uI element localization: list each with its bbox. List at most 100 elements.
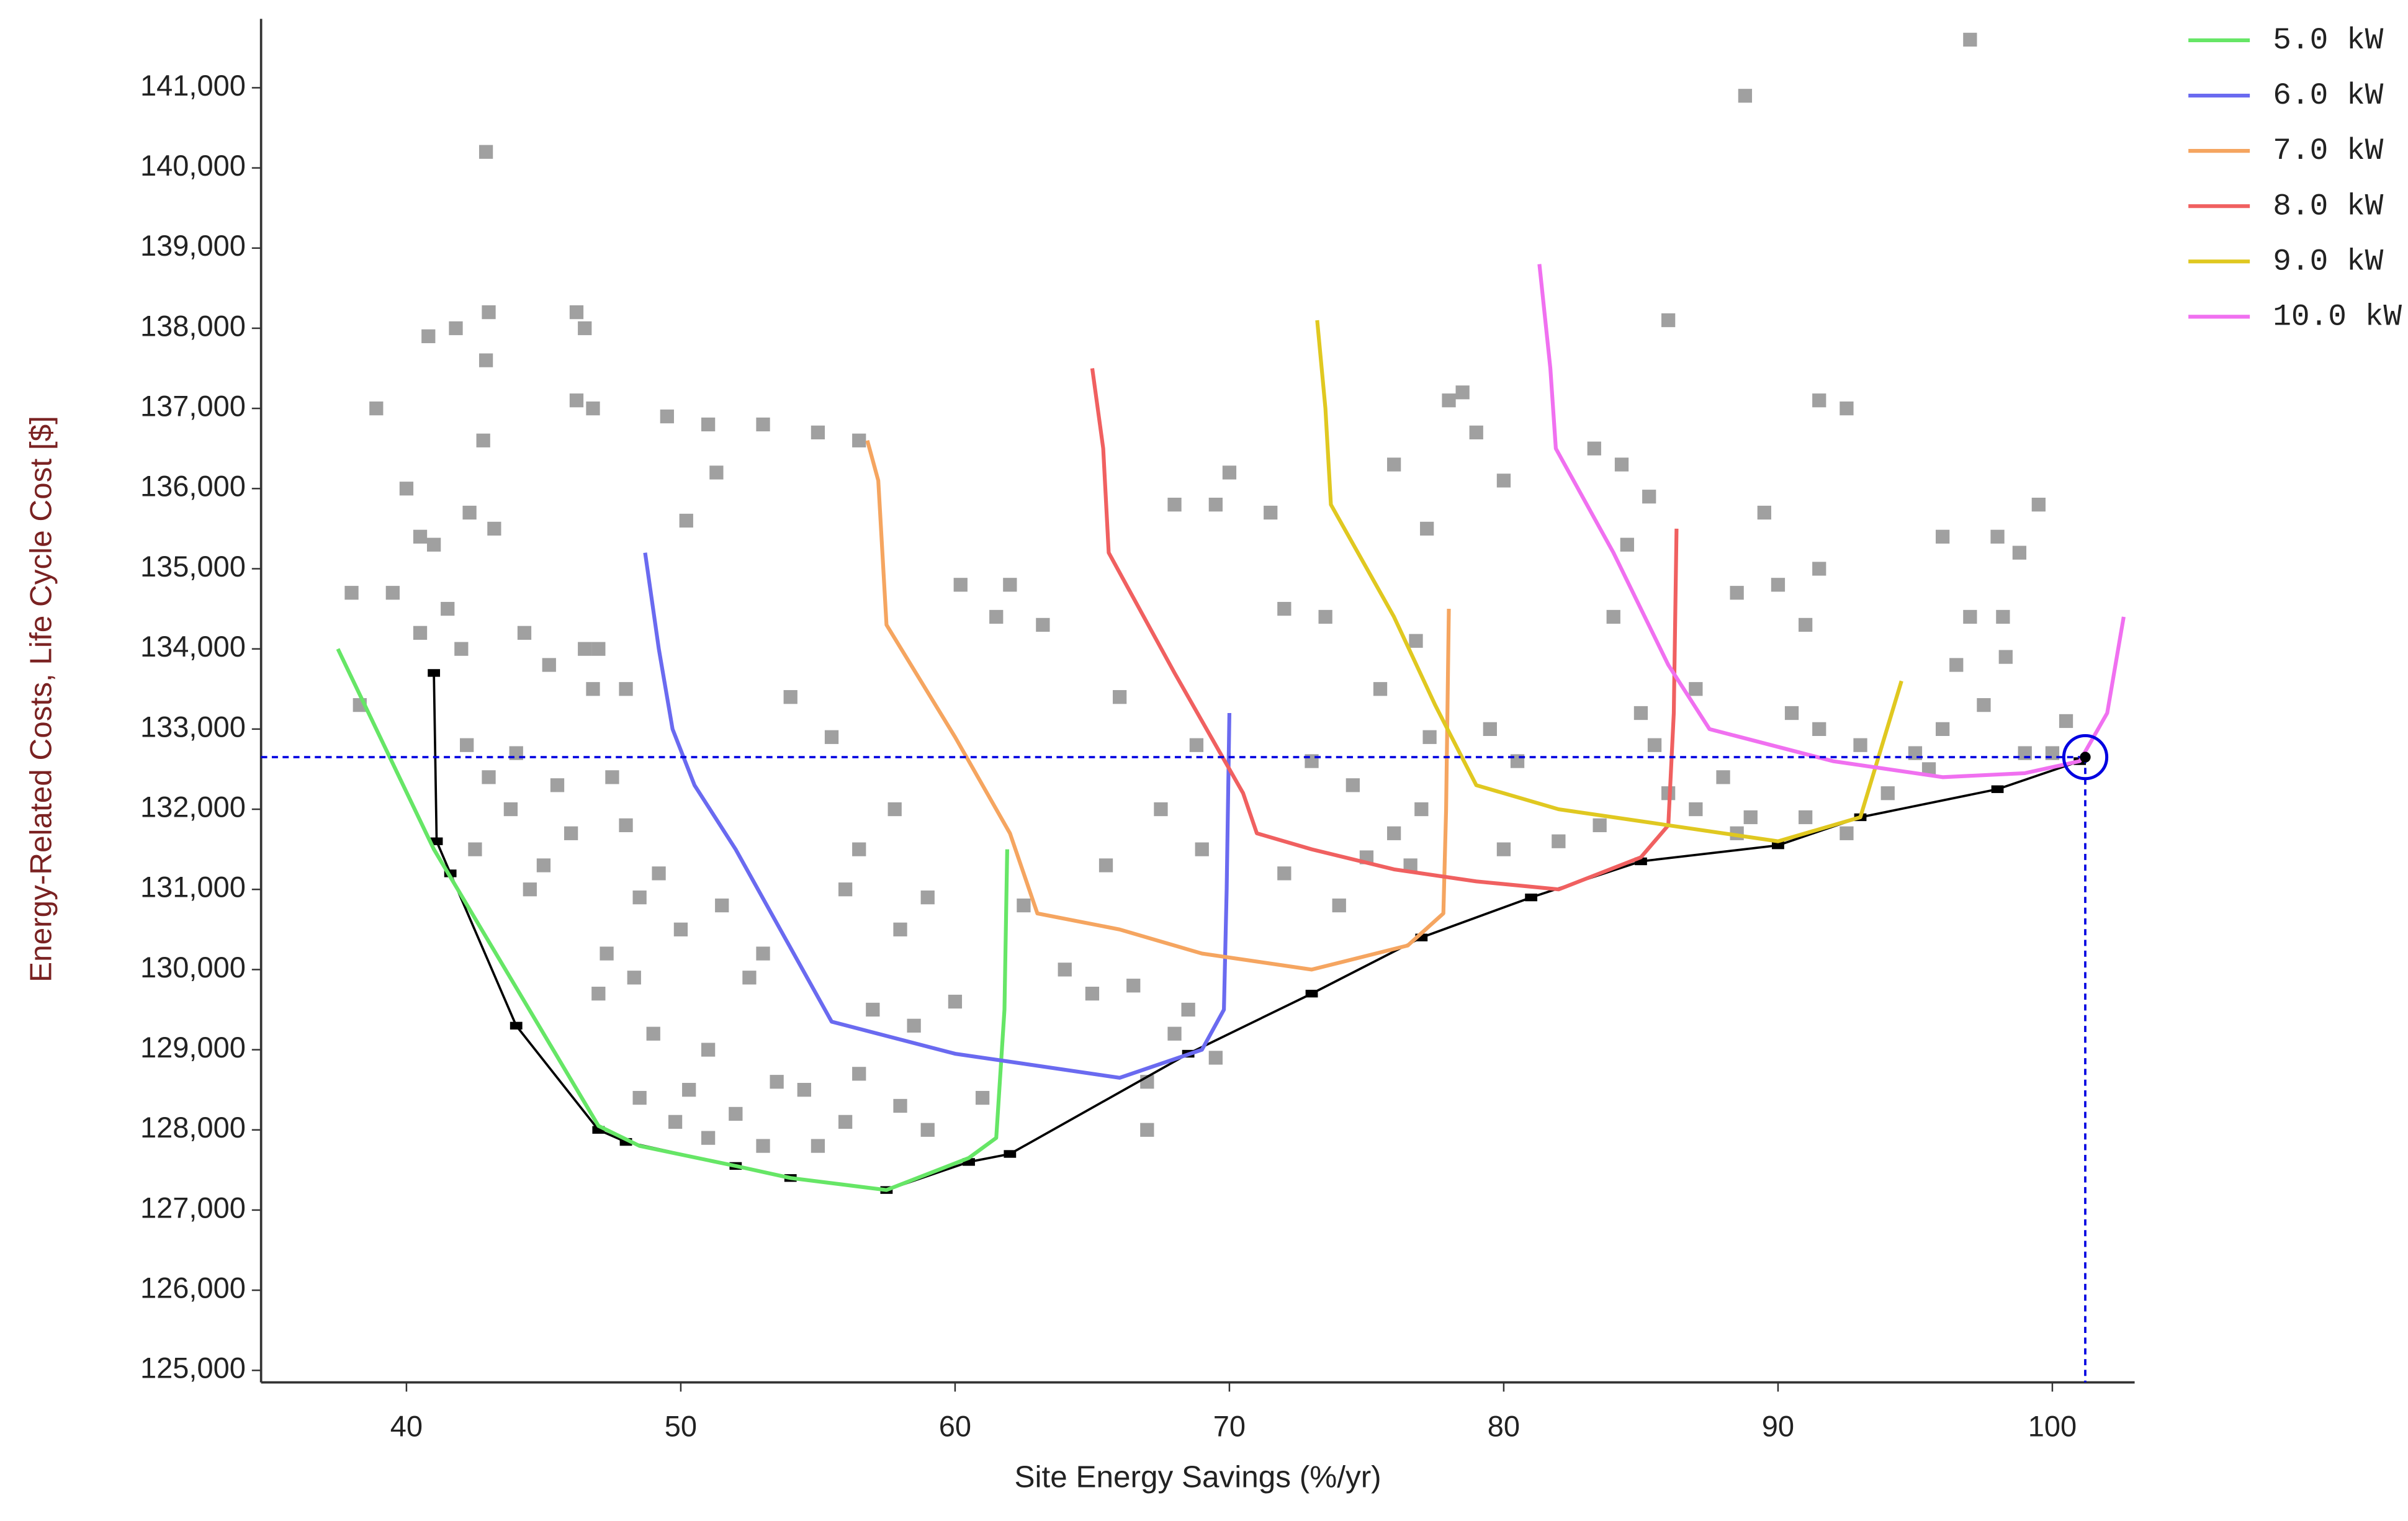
design-point — [1784, 706, 1799, 720]
design-point — [1716, 770, 1730, 784]
legend-label: 6.0 kW — [2273, 78, 2383, 113]
design-point — [1277, 866, 1292, 881]
x-axis-title: Site Energy Savings (%/yr) — [1015, 1460, 1381, 1494]
design-point — [948, 994, 963, 1009]
design-point — [729, 1106, 743, 1121]
y-tick-label: 139,000 — [140, 229, 246, 262]
y-tick-label: 125,000 — [140, 1352, 246, 1384]
design-point — [1442, 393, 1456, 408]
design-point — [600, 946, 614, 961]
legend-label: 5.0 kW — [2273, 23, 2383, 58]
design-point — [1346, 778, 1360, 792]
design-point — [578, 321, 592, 336]
design-point — [893, 922, 907, 936]
design-point — [1455, 385, 1470, 400]
design-point — [1593, 818, 1607, 833]
design-point — [564, 826, 578, 840]
design-point — [591, 642, 606, 656]
design-point — [1318, 609, 1332, 624]
design-point — [1409, 634, 1423, 648]
design-point — [421, 329, 436, 344]
y-tick-label: 135,000 — [140, 550, 246, 583]
design-point — [1332, 898, 1346, 913]
design-point — [920, 1123, 935, 1137]
x-tick-label: 90 — [1762, 1409, 1794, 1442]
design-point — [1208, 1051, 1223, 1065]
design-point — [632, 1090, 647, 1105]
design-point — [660, 409, 674, 424]
design-point — [783, 690, 797, 704]
design-point — [413, 626, 428, 640]
design-point — [1977, 698, 1991, 712]
pareto-point — [1004, 1150, 1017, 1158]
design-point — [550, 778, 565, 792]
design-point — [632, 890, 647, 905]
design-point — [824, 730, 839, 744]
x-tick-label: 40 — [390, 1409, 423, 1442]
design-point — [770, 1075, 784, 1089]
design-point — [887, 802, 902, 817]
design-point — [569, 393, 584, 408]
design-point — [569, 305, 584, 320]
pareto-front — [433, 673, 2080, 1191]
design-point — [1277, 601, 1292, 616]
pareto-point — [1305, 989, 1318, 998]
series-line — [1315, 320, 1903, 843]
x-tick-label: 80 — [1488, 1409, 1520, 1442]
design-point — [1812, 562, 1826, 576]
design-point — [852, 842, 866, 856]
design-point — [838, 882, 853, 897]
pareto-point — [1991, 785, 2004, 793]
y-tick-label: 138,000 — [140, 309, 246, 342]
design-point — [586, 401, 600, 416]
design-point — [1936, 529, 1950, 544]
design-point — [682, 1083, 696, 1097]
design-point — [1620, 537, 1634, 552]
design-point — [1799, 810, 1813, 825]
selected-point — [2062, 734, 2109, 781]
y-tick-label: 136,000 — [140, 470, 246, 503]
y-tick-label: 141,000 — [140, 69, 246, 102]
design-point — [619, 682, 633, 696]
legend-label: 10.0 kW — [2273, 299, 2402, 334]
design-point — [1017, 898, 1031, 913]
design-point — [1098, 858, 1113, 873]
design-point — [1840, 401, 1854, 416]
design-point — [1799, 617, 1813, 632]
design-point — [627, 971, 641, 985]
design-point — [1167, 498, 1182, 512]
design-point — [449, 321, 463, 336]
design-point — [1552, 834, 1566, 848]
design-point — [1996, 609, 2010, 624]
design-point — [1140, 1123, 1154, 1137]
design-point — [1469, 425, 1483, 440]
design-point — [1963, 32, 1977, 47]
design-point — [385, 586, 400, 600]
design-point — [1840, 826, 1854, 840]
design-point — [1264, 505, 1278, 520]
x-tick-label: 100 — [2028, 1409, 2077, 1442]
design-point — [1167, 1026, 1182, 1041]
pareto-point — [1772, 841, 1784, 850]
y-tick-label: 131,000 — [140, 871, 246, 904]
design-point — [1661, 313, 1676, 328]
design-point — [1689, 802, 1703, 817]
legend-label: 9.0 kW — [2273, 244, 2383, 279]
design-point — [482, 305, 496, 320]
design-point — [1587, 441, 1601, 455]
design-point — [701, 1043, 716, 1057]
design-point — [1181, 1002, 1195, 1017]
design-point — [1126, 979, 1141, 993]
design-point — [756, 417, 770, 432]
design-point — [1633, 706, 1648, 720]
design-point — [1738, 89, 1753, 103]
design-point — [441, 601, 455, 616]
x-tick-label: 60 — [939, 1409, 971, 1442]
design-point — [1373, 682, 1388, 696]
legend-label: 8.0 kW — [2273, 189, 2383, 223]
design-point — [673, 922, 688, 936]
design-point — [1420, 521, 1434, 536]
y-tick-label: 127,000 — [140, 1191, 246, 1224]
design-point — [1730, 586, 1744, 600]
design-point — [1195, 842, 1209, 856]
